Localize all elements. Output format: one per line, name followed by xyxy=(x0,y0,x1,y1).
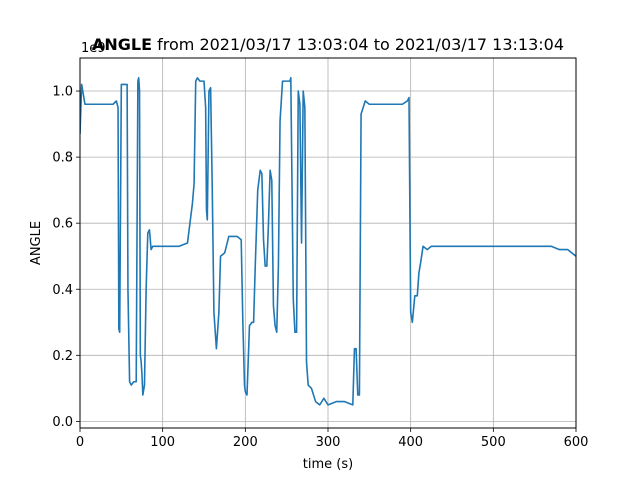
chart-title: ANGLE from 2021/03/17 13:03:04 to 2021/0… xyxy=(92,35,564,54)
x-tick-label: 500 xyxy=(481,435,506,450)
series-line xyxy=(80,77,576,406)
y-tick-label: 0.0 xyxy=(52,415,73,430)
y-tick-label: 1.0 xyxy=(52,85,73,100)
x-tick-label: 0 xyxy=(76,435,84,450)
y-axis: 0.0 0.2 0.4 0.6 0.8 1.0 xyxy=(52,85,80,430)
chart-title-bold: ANGLE xyxy=(92,35,152,54)
chart-title-rest: from 2021/03/17 13:03:04 to 2021/03/17 1… xyxy=(152,35,564,54)
y-offset-text: 1e9 xyxy=(81,41,106,56)
x-tick-label: 300 xyxy=(316,435,341,450)
x-axis-label: time (s) xyxy=(303,457,353,472)
series-layer xyxy=(80,77,576,406)
x-tick-label: 100 xyxy=(150,435,175,450)
x-tick-label: 600 xyxy=(564,435,589,450)
y-axis-label: ANGLE xyxy=(29,221,44,265)
y-tick-label: 0.8 xyxy=(52,151,73,166)
x-axis: 0 100 200 300 400 500 600 xyxy=(76,428,589,450)
x-tick-label: 400 xyxy=(398,435,423,450)
y-tick-label: 0.6 xyxy=(52,217,73,232)
y-tick-label: 0.2 xyxy=(52,349,73,364)
y-tick-label: 0.4 xyxy=(52,283,73,298)
x-tick-label: 200 xyxy=(233,435,258,450)
